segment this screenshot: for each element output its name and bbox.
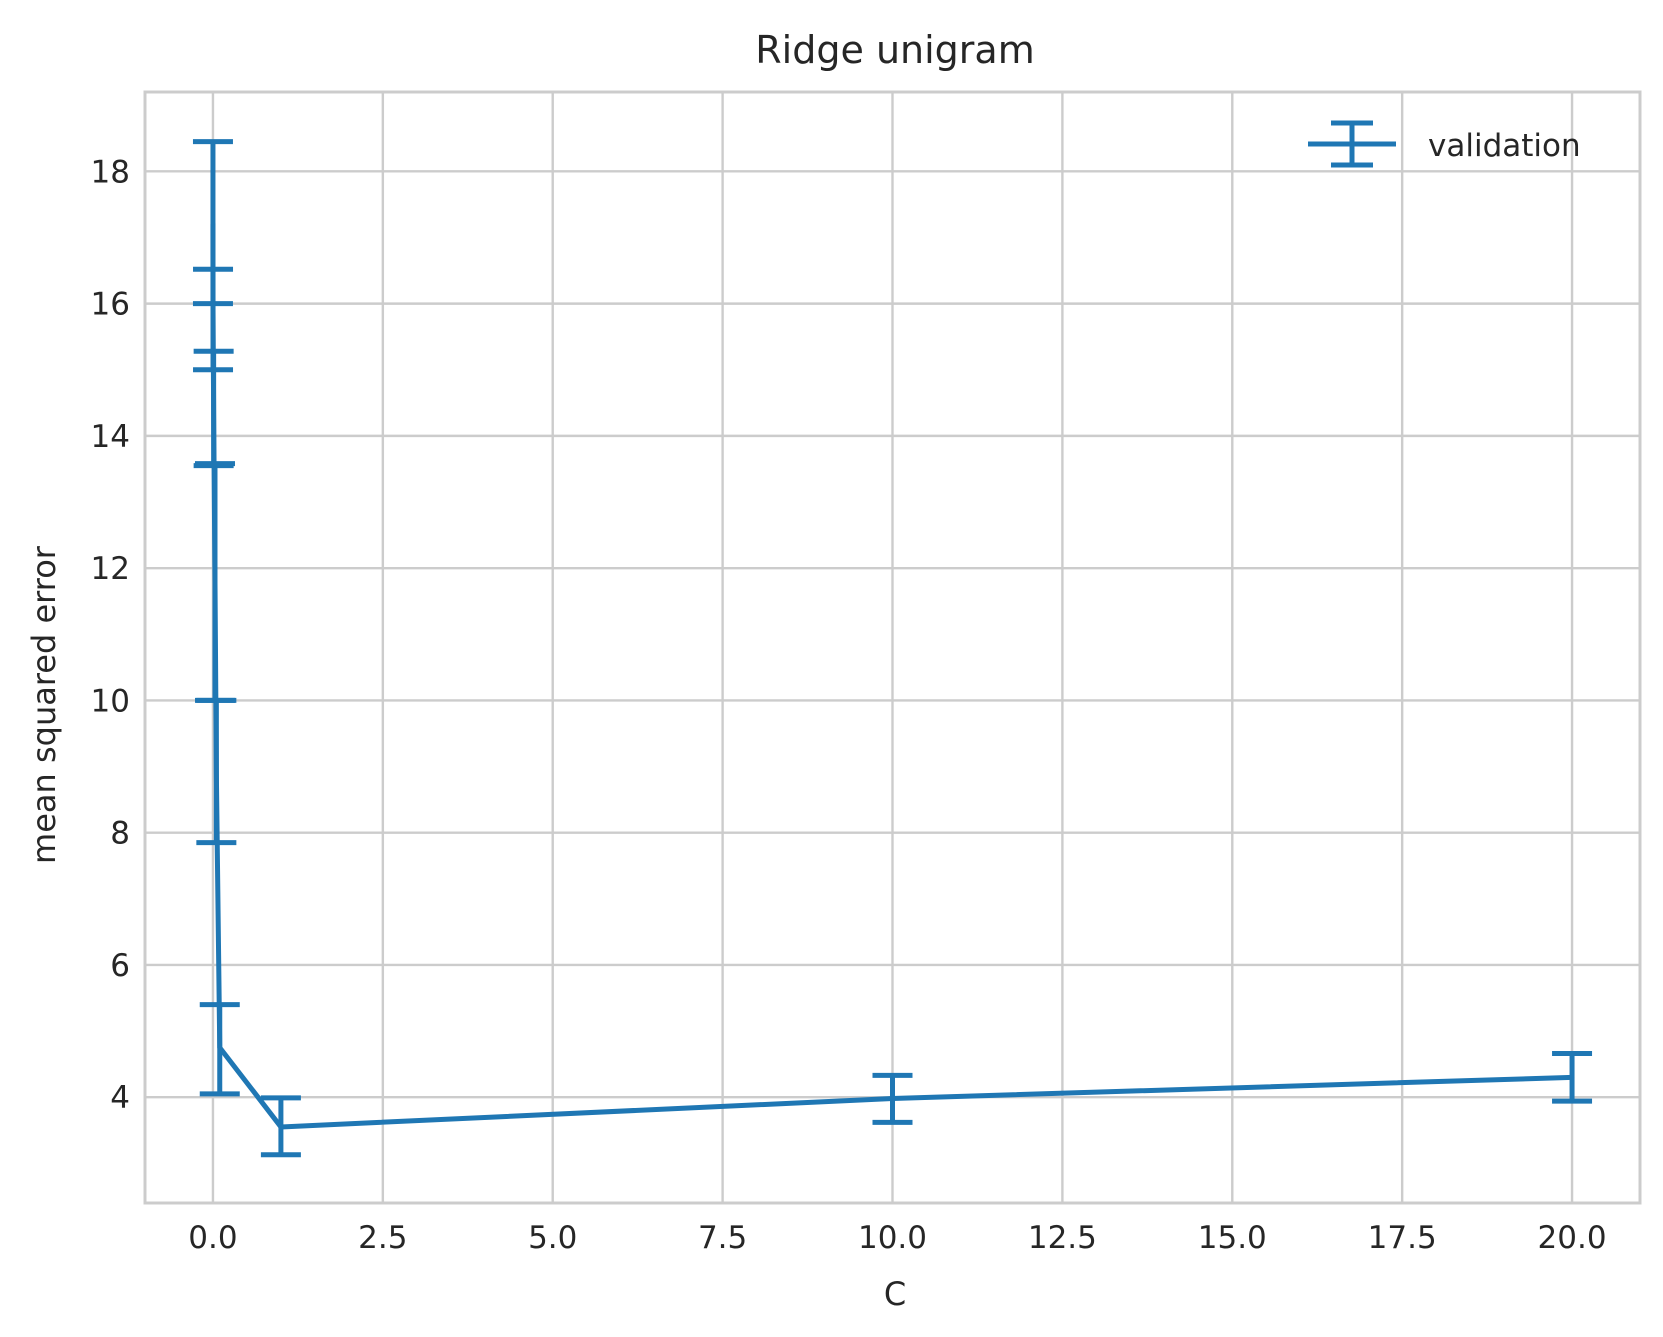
y-tick-label: 18 xyxy=(91,154,130,190)
x-tick-label: 20.0 xyxy=(1538,1220,1607,1256)
y-tick-label: 14 xyxy=(91,419,130,455)
y-axis-label: mean squared error xyxy=(25,545,63,864)
grid-layer xyxy=(145,92,1640,1203)
y-tick-label: 16 xyxy=(91,287,130,323)
axis-layer xyxy=(143,90,1642,1205)
legend: validation xyxy=(1308,120,1581,168)
y-tick-label: 12 xyxy=(91,551,130,587)
x-tick-label: 5.0 xyxy=(528,1220,577,1256)
y-tick-label: 8 xyxy=(110,816,130,852)
y-tick-label: 6 xyxy=(110,948,130,984)
label-layer: 0.0 2.5 5.0 7.5 10.0 12.5 15.0 17.5 20.0 4 6 8 10 12 1… xyxy=(91,154,1607,1256)
x-axis-label: C xyxy=(884,1275,906,1313)
chart-title: Ridge unigram xyxy=(755,28,1034,72)
y-tick-label: 10 xyxy=(91,683,130,719)
x-tick-label: 0.0 xyxy=(188,1220,237,1256)
plot-frame xyxy=(143,90,1642,1205)
x-tick-label: 10.0 xyxy=(858,1220,927,1256)
x-tick-label: 7.5 xyxy=(698,1220,747,1256)
data-layer xyxy=(192,139,1593,1158)
y-tick-label: 4 xyxy=(110,1080,130,1116)
x-tick-label: 15.0 xyxy=(1198,1220,1267,1256)
legend-label-validation: validation xyxy=(1428,128,1581,164)
x-tick-label: 17.5 xyxy=(1368,1220,1437,1256)
x-tick-label: 2.5 xyxy=(358,1220,407,1256)
x-tick-label: 12.5 xyxy=(1028,1220,1097,1256)
